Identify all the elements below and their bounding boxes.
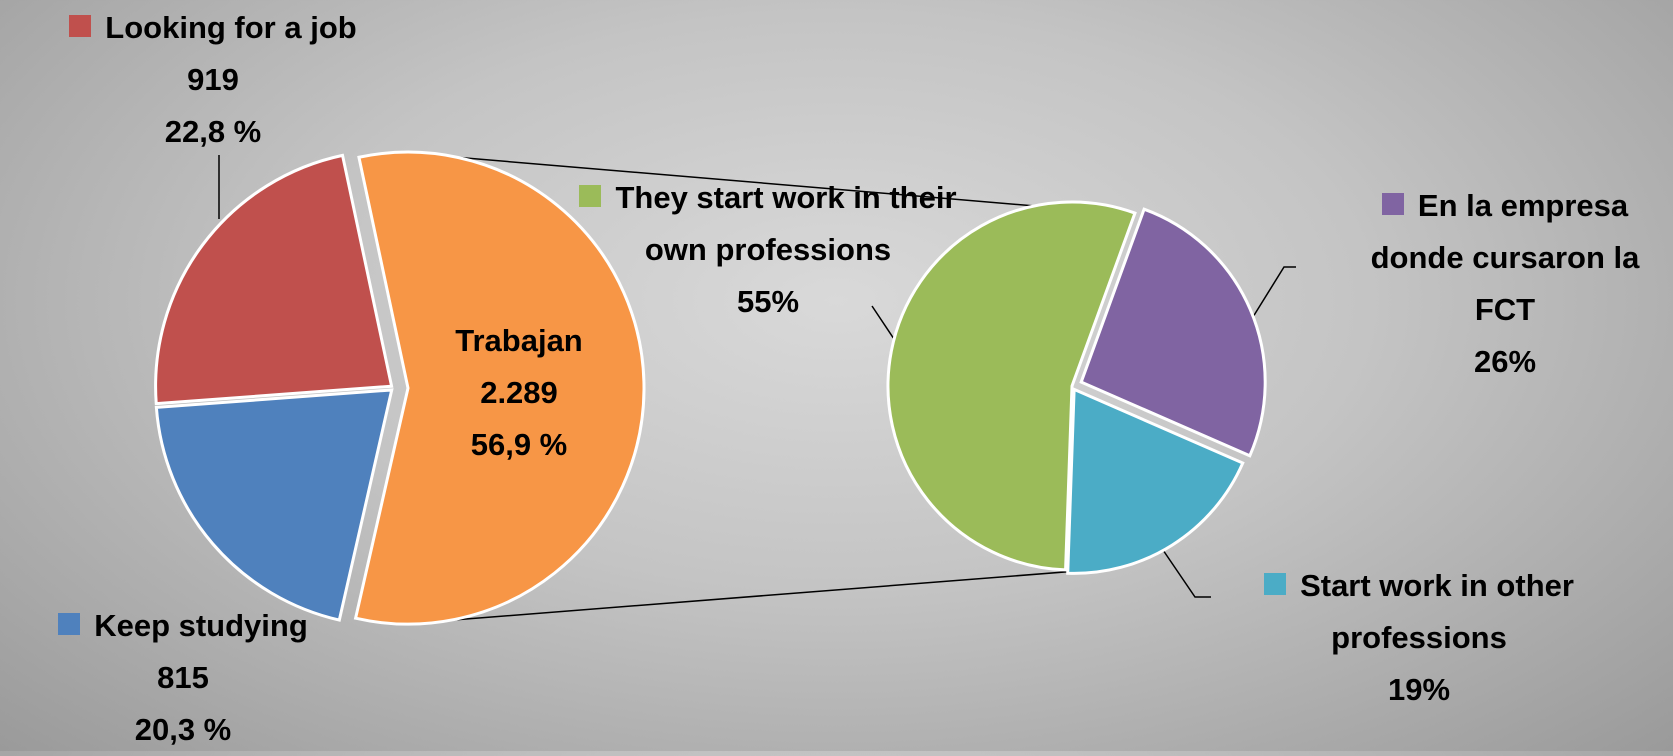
- value-label: 55%: [578, 276, 958, 328]
- legend-marker: [69, 15, 91, 37]
- slice-label: Start work in other professions 19%: [1249, 560, 1589, 716]
- category-label: Looking for a job: [105, 10, 356, 45]
- category-label: Start work in other professions: [1300, 568, 1574, 655]
- percentage-label: 22,8 %: [3, 106, 423, 158]
- value-label: 815: [0, 652, 393, 704]
- value-label: 2.289: [409, 367, 629, 419]
- category-label: En la empresa donde cursaron la FCT: [1371, 188, 1640, 327]
- legend-marker: [579, 185, 601, 207]
- category-line: Keep studying: [0, 600, 393, 652]
- value-label: 19%: [1249, 664, 1589, 716]
- legend-marker: [58, 613, 80, 635]
- slice-label: They start work in their own professions…: [578, 172, 958, 328]
- value-label: 919: [3, 54, 423, 106]
- percentage-label: 20,3 %: [0, 704, 393, 756]
- category-line: En la empresa donde cursaron la FCT: [1340, 180, 1670, 336]
- category-label: Keep studying: [94, 608, 308, 643]
- category-line: Start work in other professions: [1249, 560, 1589, 664]
- category-label: They start work in their own professions: [615, 180, 956, 267]
- leader-line: [1163, 550, 1211, 597]
- category-line: Looking for a job: [3, 2, 423, 54]
- pie-slice: [156, 390, 391, 620]
- leader-line: [1248, 267, 1296, 325]
- category-label: Trabajan: [455, 323, 583, 358]
- legend-marker: [1382, 193, 1404, 215]
- category-line: They start work in their own professions: [578, 172, 958, 276]
- page: (() => { const data = JSON.parse(documen…: [0, 0, 1673, 751]
- percentage-label: 56,9 %: [409, 419, 629, 471]
- pie-slice: [156, 155, 392, 403]
- slice-label: En la empresa donde cursaron la FCT 26%: [1340, 180, 1670, 388]
- value-label: 26%: [1340, 336, 1670, 388]
- legend-marker: [1264, 573, 1286, 595]
